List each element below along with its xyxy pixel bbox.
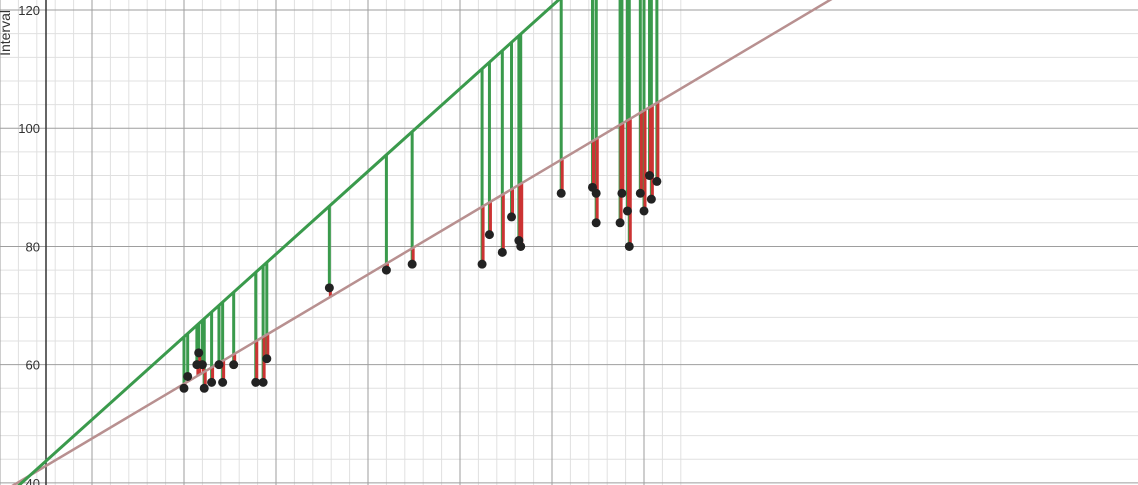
data-point [262, 354, 272, 364]
data-point [229, 360, 239, 370]
upper-line [17, 0, 561, 485]
data-point [218, 377, 228, 387]
data-point [179, 383, 189, 393]
data-point [645, 171, 655, 181]
data-points [179, 171, 662, 393]
data-point [214, 360, 224, 370]
y-tick-label: 120 [18, 3, 40, 18]
data-point [484, 230, 494, 240]
y-axis-label: Interval [0, 10, 13, 56]
data-point [407, 259, 417, 269]
data-point [646, 194, 656, 204]
data-point [197, 360, 207, 370]
data-point [617, 188, 627, 198]
data-point [516, 241, 526, 251]
data-point [194, 348, 204, 358]
data-point [635, 188, 645, 198]
data-point [477, 259, 487, 269]
data-point [199, 383, 209, 393]
data-point [207, 377, 217, 387]
y-tick-label: 60 [26, 358, 40, 373]
data-point [639, 206, 649, 216]
data-point [556, 188, 566, 198]
data-point [324, 283, 334, 293]
data-point [624, 241, 634, 251]
upper-residual-segments [182, 0, 659, 389]
y-tick-label: 100 [18, 121, 40, 136]
data-point [381, 265, 391, 275]
data-point [507, 212, 517, 222]
data-point [652, 176, 662, 186]
y-tick-labels: 40 60 80 100 120 [18, 3, 40, 485]
data-point [622, 206, 632, 216]
y-tick-label: 80 [26, 239, 40, 254]
data-point [258, 377, 268, 387]
data-point [591, 218, 601, 228]
y-tick-label: 40 [26, 476, 40, 485]
data-point [615, 218, 625, 228]
data-point [591, 188, 601, 198]
data-point [497, 247, 507, 257]
data-point [183, 371, 193, 381]
data-point [251, 377, 261, 387]
